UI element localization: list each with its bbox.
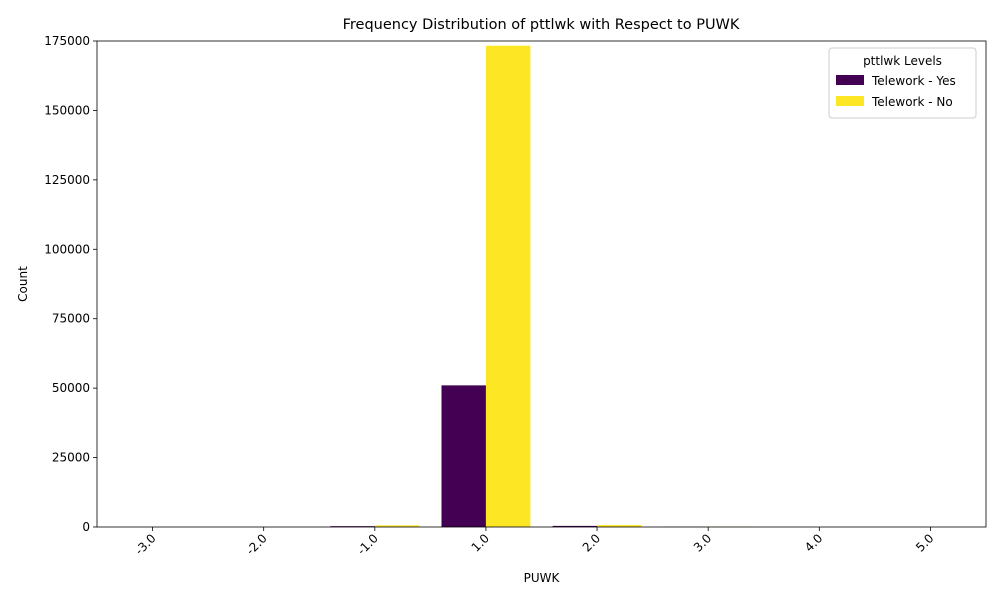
x-tick-label: 4.0 — [802, 531, 825, 554]
y-tick-label: 50000 — [52, 381, 90, 395]
x-axis: -3.0 -2.0 -1.0 1.0 2.0 3.0 4.0 5.0 — [132, 527, 937, 558]
x-tick-label: -3.0 — [132, 531, 158, 557]
bars-group — [330, 45, 753, 528]
y-tick-label: 150000 — [44, 103, 90, 117]
legend-swatch — [836, 96, 864, 106]
x-tick-label: 5.0 — [913, 531, 936, 554]
legend-title: pttlwk Levels — [863, 54, 942, 68]
y-tick-label: 75000 — [52, 312, 90, 326]
plot-frame — [96, 40, 987, 528]
legend-label: Telework - Yes — [871, 74, 956, 88]
x-tick-label: 3.0 — [691, 531, 714, 554]
legend-box — [828, 47, 977, 119]
bar-no-1.0 — [485, 45, 531, 528]
legend-swatch — [836, 75, 864, 85]
bar-no--1.0 — [374, 525, 420, 527]
legend: pttlwk Levels Telework - Yes Telework - N… — [828, 47, 977, 119]
x-tick-label: 1.0 — [469, 531, 492, 554]
x-tick-label: 2.0 — [580, 531, 603, 554]
x-tick-label: -2.0 — [243, 531, 269, 557]
bar-no-2.0 — [597, 525, 642, 527]
bar-yes-2.0 — [552, 525, 598, 527]
y-tick-label: 25000 — [52, 451, 90, 465]
y-tick-label: 175000 — [44, 34, 90, 48]
x-axis-title: PUWK — [524, 571, 561, 585]
y-tick-label: 100000 — [44, 242, 90, 256]
bar-yes-1.0 — [441, 385, 486, 527]
y-tick-label: 0 — [82, 520, 90, 534]
chart-title: Frequency Distribution of pttlwk with Re… — [343, 17, 740, 33]
x-tick-label: -1.0 — [354, 531, 380, 557]
y-axis-title: Count — [16, 266, 30, 302]
y-tick-label: 125000 — [44, 173, 90, 187]
y-axis: 0 25000 50000 75000 100000 125000 150000 175000 — [44, 34, 97, 534]
legend-label: Telework - No — [871, 95, 953, 109]
legend-items: Telework - Yes Telework - No — [836, 74, 956, 109]
bar-yes--1.0 — [330, 526, 375, 527]
